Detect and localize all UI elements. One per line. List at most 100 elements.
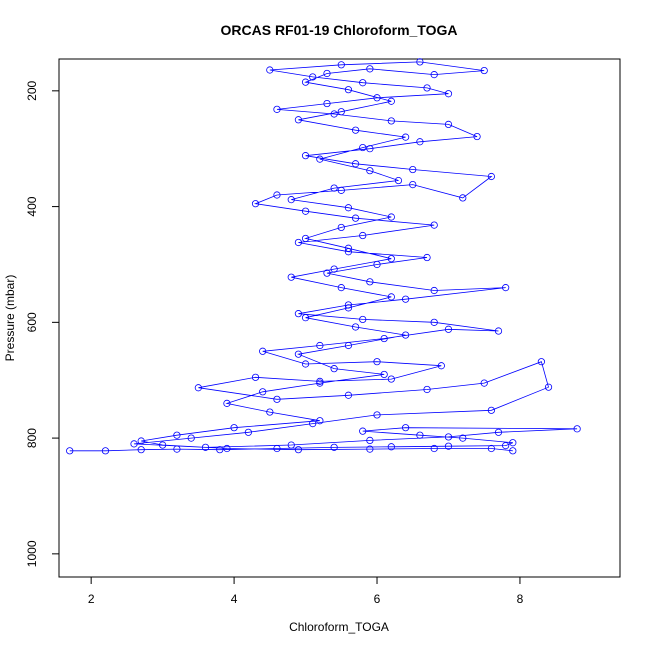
y-tick-label: 200 — [25, 81, 39, 101]
x-tick-label: 2 — [88, 592, 95, 606]
data-point — [330, 365, 338, 373]
data-point — [416, 58, 424, 66]
x-axis-label: Chloroform_TOGA — [289, 620, 389, 634]
data-point — [316, 155, 324, 163]
data-point — [294, 310, 303, 318]
data-point — [301, 360, 310, 368]
data-point — [251, 200, 260, 208]
data-point — [137, 446, 145, 454]
data-point — [273, 191, 281, 199]
data-point — [444, 442, 453, 450]
y-axis: 200 400 600 800 1000 — [25, 81, 60, 567]
data-point — [402, 295, 410, 303]
data-point — [366, 436, 374, 445]
data-point — [544, 383, 553, 391]
data-point — [402, 133, 410, 141]
data-point — [316, 377, 324, 385]
data-point — [273, 395, 281, 403]
y-axis-label: Pressure (mbar) — [3, 275, 17, 362]
data-point — [430, 286, 438, 295]
data-point — [323, 99, 331, 108]
data-point — [430, 444, 438, 453]
data-point — [444, 90, 453, 98]
data-point — [259, 347, 267, 355]
data-point — [366, 445, 374, 453]
data-point — [230, 424, 238, 432]
data-point — [444, 433, 453, 441]
data-point — [337, 223, 345, 232]
data-point — [273, 444, 281, 453]
data-point — [473, 132, 481, 141]
data-point — [130, 440, 138, 448]
data-point — [344, 391, 353, 399]
data-point — [316, 379, 324, 387]
data-point — [387, 375, 395, 383]
y-tick-label: 800 — [25, 428, 39, 448]
data-point — [387, 293, 395, 301]
data-point — [137, 437, 145, 445]
series-layer — [66, 58, 581, 455]
data-point — [337, 108, 345, 116]
data-point — [316, 341, 324, 350]
data-point — [344, 304, 353, 312]
x-tick-label: 4 — [231, 592, 238, 606]
data-point — [359, 79, 367, 87]
data-point — [287, 273, 295, 281]
data-point — [351, 160, 360, 168]
y-tick-label: 400 — [25, 196, 39, 216]
data-point — [344, 301, 353, 309]
data-point — [337, 186, 345, 194]
data-point — [387, 213, 395, 221]
data-point — [430, 221, 438, 229]
data-point — [423, 253, 431, 262]
data-point — [487, 406, 495, 414]
data-point — [409, 165, 417, 174]
data-point — [373, 358, 381, 366]
data-point — [502, 442, 510, 450]
data-point — [344, 204, 353, 212]
data-point — [294, 116, 303, 124]
data-point — [294, 350, 303, 358]
data-point — [294, 446, 303, 454]
data-point — [480, 66, 488, 75]
data-point — [301, 207, 310, 215]
data-point — [359, 315, 367, 324]
data-point — [101, 447, 110, 455]
data-point — [251, 373, 260, 381]
x-tick-label: 6 — [374, 592, 381, 606]
data-point — [444, 120, 453, 129]
data-point — [423, 385, 431, 394]
y-tick-label: 600 — [25, 312, 39, 332]
data-point — [387, 255, 395, 263]
data-point — [173, 431, 181, 439]
data-point — [444, 325, 453, 333]
data-point — [402, 424, 410, 432]
data-point — [509, 447, 517, 455]
y-tick-label: 1000 — [25, 540, 39, 567]
data-point — [380, 370, 388, 379]
data-point — [301, 78, 310, 86]
data-point — [309, 73, 317, 81]
data-point — [301, 234, 310, 243]
data-point — [573, 425, 581, 433]
data-point — [301, 152, 310, 160]
data-point — [430, 71, 438, 79]
data-point — [223, 444, 231, 453]
data-point — [287, 196, 295, 204]
data-point — [351, 214, 360, 222]
data-point — [216, 446, 224, 454]
data-point — [344, 86, 353, 94]
data-point — [394, 176, 403, 185]
data-point — [337, 61, 345, 69]
data-point — [380, 334, 388, 343]
data-point — [373, 94, 381, 102]
data-point — [487, 444, 495, 453]
plot-frame — [58, 58, 621, 578]
data-point — [402, 331, 410, 339]
data-point — [373, 411, 381, 419]
data-point — [459, 434, 467, 442]
data-point — [194, 384, 202, 392]
data-point — [359, 143, 367, 152]
data-point — [201, 443, 210, 451]
